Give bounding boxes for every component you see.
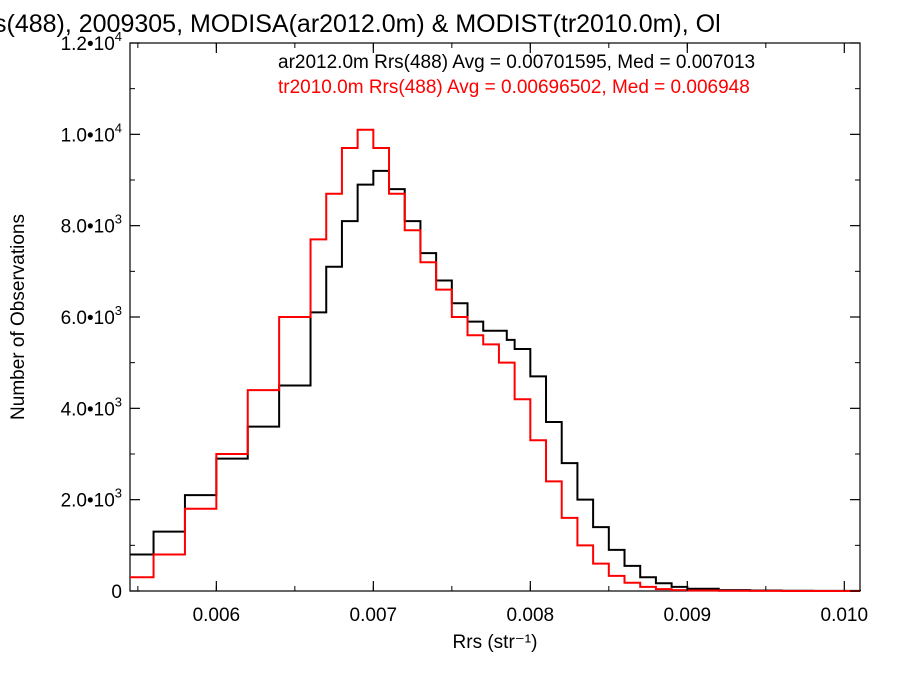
- y-tick-label: 2.0•103: [61, 486, 122, 512]
- x-axis-label: Rrs (str⁻¹): [453, 632, 538, 653]
- y-tick-label: 4.0•103: [61, 394, 122, 420]
- chart-title: s(488), 2009305, MODISA(ar2012.0m) & MOD…: [0, 10, 721, 38]
- stats-legend: ar2012.0m Rrs(488) Avg = 0.00701595, Med…: [278, 52, 755, 98]
- stats-text-ar2012: ar2012.0m Rrs(488) Avg = 0.00701595, Med…: [278, 52, 755, 73]
- y-tick-label: 1.0•104: [61, 120, 122, 146]
- series-line-tr2010: [130, 128, 860, 592]
- y-axis-label: Number of Observations: [8, 214, 29, 420]
- y-tick-label: 6.0•103: [61, 303, 122, 329]
- x-tick-label: 0.007: [350, 605, 398, 626]
- stats-text-tr2010: tr2010.0m Rrs(488) Avg = 0.00696502, Med…: [278, 77, 750, 98]
- x-tick-label: 0.006: [193, 605, 241, 626]
- series-line-ar2012: [130, 169, 861, 592]
- x-tick-label: 0.009: [664, 605, 712, 626]
- axis-ticks: 0.006 0.007 0.008 0.009 0.010 0 2.0•103 4.0•103…: [61, 29, 869, 626]
- series-group: [130, 128, 861, 592]
- y-tick-label: 1.2•104: [61, 29, 122, 55]
- x-tick-label: 0.010: [821, 605, 869, 626]
- y-tick-label: 0: [111, 582, 122, 603]
- y-tick-label: 8.0•103: [61, 212, 122, 238]
- x-tick-label: 0.008: [507, 605, 555, 626]
